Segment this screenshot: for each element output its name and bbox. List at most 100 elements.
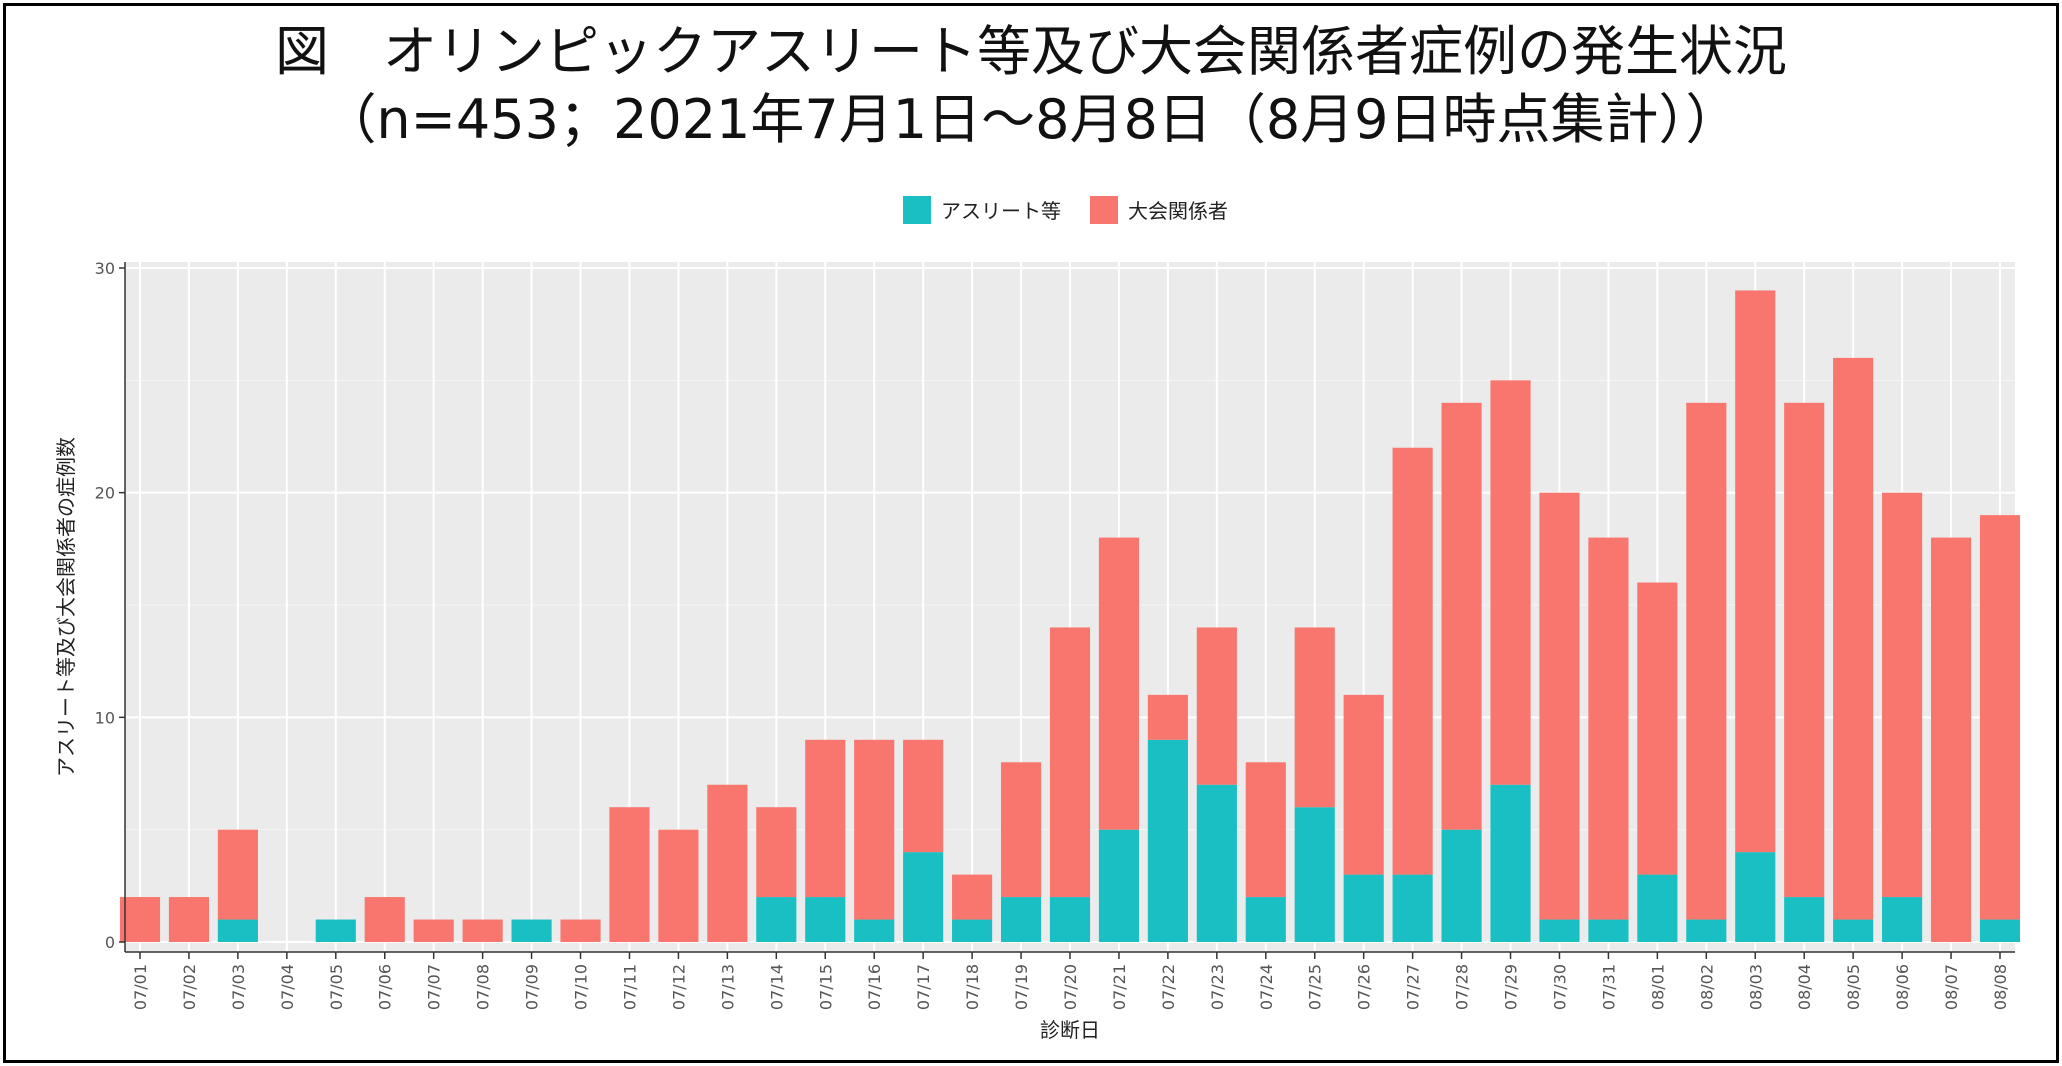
x-tick-label: 07/30 [1550, 964, 1569, 1010]
x-tick-label: 07/16 [865, 964, 884, 1010]
bar-officials-07-28 [1441, 402, 1482, 830]
bar-officials-07-17 [903, 739, 944, 853]
x-tick-label: 07/11 [620, 964, 639, 1010]
bar-officials-08-03 [1735, 290, 1776, 853]
x-tick-label: 07/08 [474, 964, 493, 1010]
x-tick-label: 07/18 [963, 964, 982, 1010]
legend-swatch-officials [1090, 196, 1118, 224]
legend-swatch-athletes [903, 196, 931, 224]
bar-officials-07-16 [854, 739, 895, 920]
x-tick-label: 07/15 [816, 964, 835, 1010]
bar-athletes-07-30 [1539, 919, 1580, 942]
bar-officials-07-01 [119, 897, 161, 942]
y-tick-label: 10 [95, 708, 115, 727]
bar-athletes-08-08 [1979, 919, 2021, 942]
y-tick-label: 30 [95, 259, 115, 278]
y-tick-label: 20 [95, 484, 115, 503]
legend: アスリート等 大会関係者 [903, 196, 1228, 224]
bar-officials-07-21 [1098, 537, 1140, 830]
bar-officials-07-31 [1588, 537, 1629, 920]
x-tick-label: 07/13 [718, 964, 737, 1010]
x-tick-label: 07/22 [1159, 964, 1178, 1010]
y-tick-label: 0 [105, 933, 115, 952]
bar-athletes-07-05 [315, 919, 356, 942]
bar-officials-08-01 [1637, 582, 1678, 875]
bar-officials-07-15 [805, 739, 846, 898]
bar-officials-07-25 [1294, 627, 1335, 808]
bar-officials-07-22 [1147, 694, 1188, 740]
x-ticks: 07/01 07/02 07/03 07/04 07/05 07/06 07/07 07/08… [131, 952, 2010, 1010]
bar-athletes-07-16 [854, 919, 895, 942]
x-tick-label: 08/06 [1893, 964, 1912, 1010]
bar-athletes-08-06 [1882, 897, 1923, 942]
bar-officials-08-02 [1686, 402, 1727, 920]
x-tick-label: 07/10 [572, 964, 591, 1010]
x-tick-label: 07/14 [767, 964, 786, 1010]
bar-athletes-08-02 [1686, 919, 1727, 942]
bar-athletes-07-28 [1441, 829, 1482, 942]
x-tick-label: 08/01 [1648, 964, 1667, 1010]
bar-athletes-08-03 [1735, 852, 1776, 942]
x-tick-label: 07/29 [1502, 964, 1521, 1010]
x-tick-label: 07/26 [1355, 964, 1374, 1010]
bar-officials-07-30 [1539, 492, 1580, 920]
bar-athletes-07-29 [1490, 784, 1531, 942]
x-tick-label: 07/04 [278, 964, 297, 1010]
bar-officials-07-19 [1000, 762, 1042, 898]
x-tick-label: 07/06 [376, 964, 395, 1010]
bar-athletes-07-17 [903, 852, 944, 942]
x-tick-label: 08/08 [1991, 964, 2010, 1010]
x-tick-label: 08/05 [1844, 964, 1863, 1010]
bar-officials-07-24 [1245, 762, 1286, 898]
y-axis-title: アスリート等及び大会関係者の症例数 [54, 437, 78, 777]
bar-officials-08-04 [1784, 402, 1825, 898]
x-tick-label: 07/23 [1208, 964, 1227, 1010]
bar-officials-07-13 [707, 784, 748, 942]
x-tick-label: 07/02 [180, 964, 199, 1010]
x-tick-label: 07/17 [914, 964, 933, 1010]
chart-subtitle: （n=453；2021年7月1日～8月8日（8月9日時点集計）） [322, 88, 1740, 151]
bar-athletes-07-20 [1049, 897, 1091, 942]
x-tick-label: 08/07 [1942, 964, 1961, 1010]
bar-athletes-07-27 [1392, 874, 1433, 942]
x-tick-label: 07/20 [1061, 964, 1080, 1010]
bar-officials-07-10 [560, 919, 601, 942]
bar-athletes-07-14 [756, 897, 797, 942]
bar-athletes-07-21 [1098, 829, 1140, 942]
bar-officials-08-07 [1930, 537, 1972, 942]
bar-officials-07-18 [952, 874, 993, 920]
bar-athletes-07-03 [217, 919, 258, 942]
bar-officials-07-03 [217, 829, 258, 920]
bar-officials-07-26 [1343, 694, 1384, 875]
bar-officials-08-05 [1833, 357, 1874, 920]
x-tick-label: 07/21 [1110, 964, 1129, 1010]
bar-athletes-07-23 [1196, 784, 1237, 942]
bar-officials-07-12 [658, 829, 699, 942]
bar-athletes-08-01 [1637, 874, 1678, 942]
x-tick-label: 07/07 [425, 964, 444, 1010]
bar-athletes-07-31 [1588, 919, 1629, 942]
x-tick-label: 07/27 [1404, 964, 1423, 1010]
x-tick-label: 07/05 [327, 964, 346, 1010]
x-tick-label: 08/02 [1697, 964, 1716, 1010]
x-tick-label: 07/19 [1012, 964, 1031, 1010]
x-tick-label: 07/28 [1453, 964, 1472, 1010]
legend-label-officials: 大会関係者 [1128, 199, 1228, 223]
bar-athletes-08-05 [1833, 919, 1874, 942]
bar-officials-07-07 [413, 919, 454, 942]
bar-officials-07-23 [1196, 627, 1237, 785]
x-tick-label: 07/01 [131, 964, 150, 1010]
bar-officials-08-08 [1979, 515, 2021, 920]
bar-officials-07-27 [1392, 447, 1433, 875]
x-tick-label: 07/09 [523, 964, 542, 1010]
bar-athletes-07-25 [1294, 807, 1335, 942]
x-tick-label: 07/25 [1306, 964, 1325, 1010]
bar-athletes-07-19 [1000, 897, 1042, 942]
x-tick-label: 07/31 [1599, 964, 1618, 1010]
bar-athletes-07-09 [511, 919, 552, 942]
bar-officials-08-06 [1882, 492, 1923, 898]
bar-officials-07-08 [462, 919, 503, 942]
bars [119, 290, 2021, 942]
chart-title: 図 オリンピックアスリート等及び大会関係者症例の発生状況 [275, 20, 1787, 83]
